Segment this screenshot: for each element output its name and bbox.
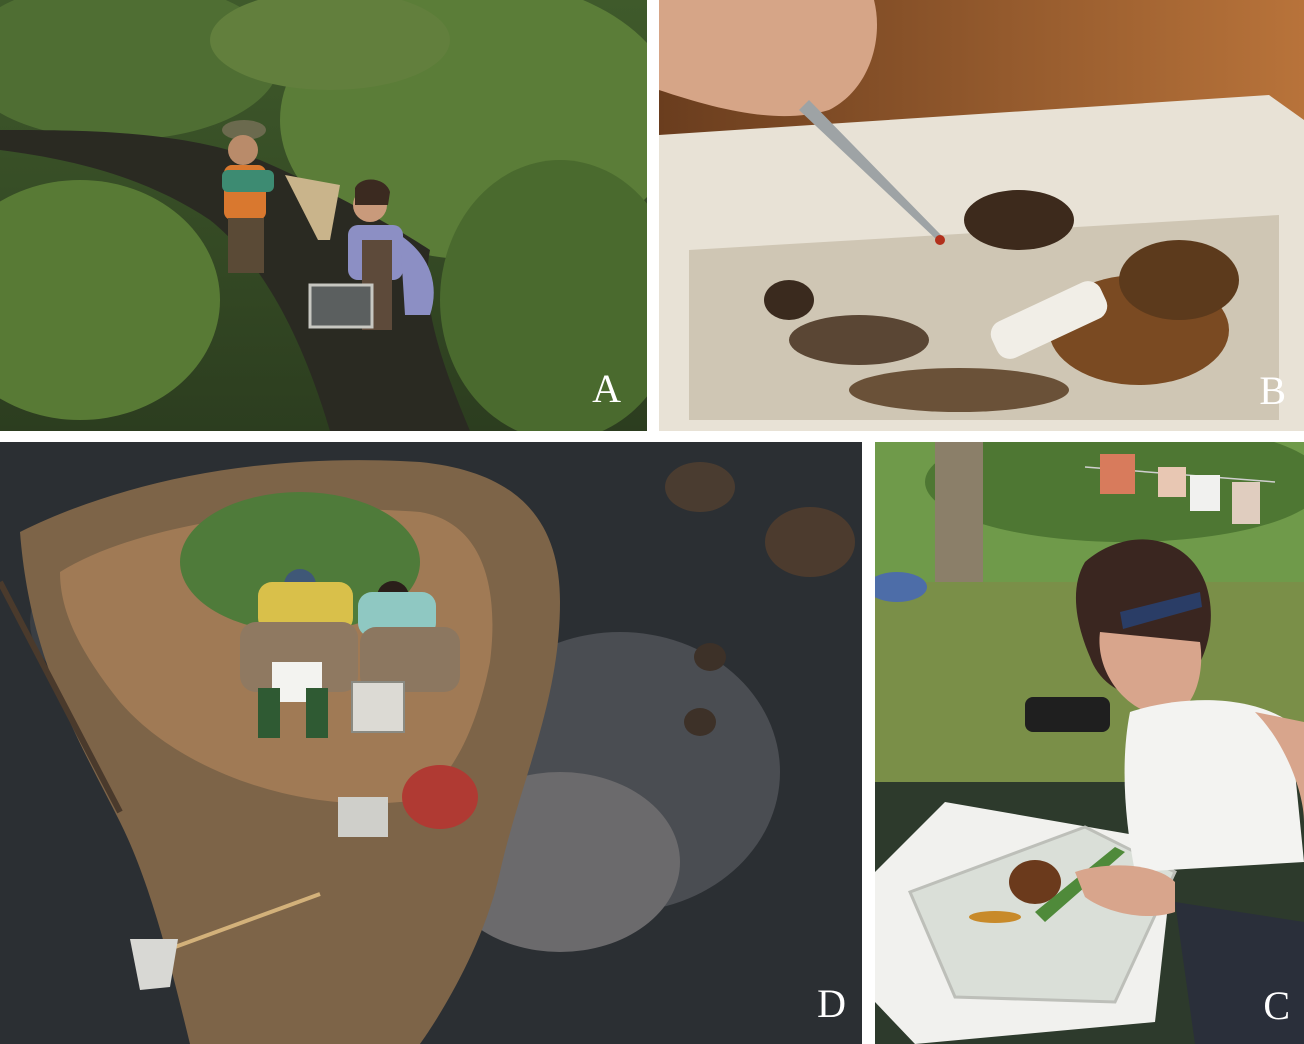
panel-label-a: A — [592, 366, 621, 411]
panel-label-d: D — [817, 981, 846, 1026]
panel-a-photo: A — [0, 0, 647, 431]
panel-d-photo: D — [0, 442, 862, 1044]
aerial-riverbank-photo — [0, 442, 862, 1044]
panel-b-photo: B — [659, 0, 1304, 431]
panel-label-b: B — [1259, 368, 1286, 413]
specimen-sorting-photo — [875, 442, 1304, 1044]
panel-c-photo: C — [875, 442, 1304, 1044]
stream-sampling-photo — [0, 0, 647, 431]
panel-label-c: C — [1263, 983, 1290, 1028]
forceps-tray-photo — [659, 0, 1304, 431]
